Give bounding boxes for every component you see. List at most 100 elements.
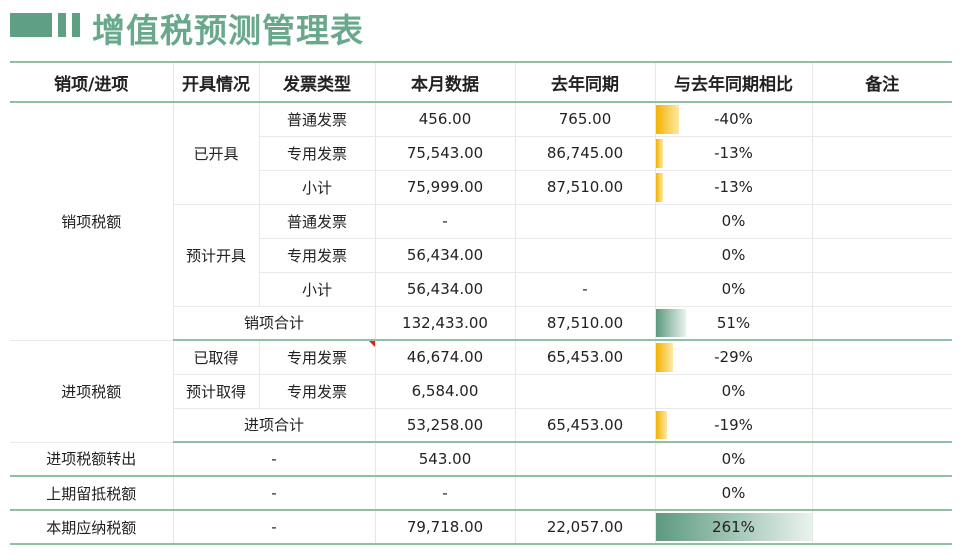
invoice-type: 小计 [258,272,375,307]
remark-cell [811,170,952,205]
ratio-data-bar [656,172,664,202]
current-month-value: 75,999.00 [374,170,515,205]
page-title: 增值税预测管理表 [92,11,364,50]
ratio-cell: -13% [654,170,812,205]
merged-placeholder: - [172,442,375,477]
remark-cell [811,102,952,137]
last-year-value [514,476,655,511]
remark-cell [811,408,952,443]
last-year-value: 65,453.00 [514,340,655,375]
ratio-cell: 0% [654,374,812,409]
ratio-cell: -13% [654,136,812,171]
table-row: 销项税额 已开具 普通发票 456.00 765.00 -40% [10,102,952,341]
title-decoration-block [10,13,52,37]
ratio-data-bar [656,138,664,168]
ratio-text: -13% [714,178,753,196]
ratio-text: 0% [721,212,746,230]
ratio-text: 0% [721,450,746,468]
vat-forecast-table: 销项/进项 开具情况 发票类型 本月数据 去年同期 与去年同期相比 备注 销项税… [10,61,952,545]
ratio-data-bar [656,410,667,439]
table-row: 进项税额 已取得 专用发票 46,674.00 65,453.00 -29% [10,340,952,443]
title-bar: 增值税预测管理表 [0,0,975,58]
merged-placeholder: - [172,510,375,545]
current-month-value: 75,543.00 [374,136,515,171]
last-year-value: 87,510.00 [514,306,655,341]
ratio-cell: 0% [654,238,812,273]
table-row: 小计 56,434.00 - 0% [10,272,952,307]
header-cell: 备注 [811,61,952,103]
remark-cell [811,272,952,307]
ratio-cell: 0% [654,272,812,307]
status-acquired: 已取得 [172,340,259,375]
current-month-value: 79,718.00 [374,510,515,545]
last-year-value: 22,057.00 [514,510,655,545]
table-row-total: 本期应纳税额 - 79,718.00 22,057.00 261% [10,510,952,545]
header-cell: 发票类型 [258,61,375,103]
current-month-value: 6,584.00 [374,374,515,409]
status-issued: 已开具 [172,102,259,205]
last-year-value: 86,745.00 [514,136,655,171]
last-year-value [514,442,655,477]
remark-cell [811,204,952,239]
table-row: 专用发票 75,543.00 86,745.00 -13% [10,136,952,171]
ratio-cell: 0% [654,204,812,239]
invoice-type: 普通发票 [258,102,375,137]
ratio-text: 0% [721,484,746,502]
ratio-text: 261% [712,518,755,536]
remark-cell [811,374,952,409]
remark-cell [811,442,952,477]
table-row: 专用发票 56,434.00 0% [10,238,952,273]
ratio-cell: 0% [654,476,812,511]
row-label: 本期应纳税额 [10,510,173,545]
ratio-text: 51% [716,313,751,332]
invoice-type: 专用发票 [258,340,375,375]
remark-cell [811,510,952,545]
remark-cell [811,476,952,511]
remark-cell [811,340,952,375]
invoice-type: 普通发票 [258,204,375,239]
table-row: 进项税额转出 - 543.00 0% [10,442,952,477]
invoice-type-text: 专用发票 [286,348,347,367]
ratio-text: 0% [721,280,746,298]
current-month-value: 56,434.00 [374,238,515,273]
last-year-value [514,238,655,273]
group-label-output: 销项税额 [10,102,173,341]
header-cell: 开具情况 [172,61,259,103]
current-month-value: 132,433.00 [374,306,515,341]
last-year-value [514,374,655,409]
ratio-data-bar [656,308,686,337]
current-month-value: - [374,204,515,239]
header-cell: 本月数据 [374,61,515,103]
last-year-value [514,204,655,239]
table-row: 预计取得 专用发票 6,584.00 0% [10,374,952,409]
current-month-value: 543.00 [374,442,515,477]
ratio-data-bar [656,513,812,541]
row-label: 上期留抵税额 [10,476,173,511]
ratio-cell: -40% [654,102,812,137]
header-row: 销项/进项 开具情况 发票类型 本月数据 去年同期 与去年同期相比 备注 [10,61,952,103]
header-cell: 与去年同期相比 [654,61,812,103]
ratio-text: -13% [714,144,753,162]
header-cell: 去年同期 [514,61,655,103]
ratio-cell: 261% [654,510,812,545]
last-year-value: 765.00 [514,102,655,137]
subtotal-label: 销项合计 [172,306,375,341]
merged-placeholder: - [172,476,375,511]
subtotal-label: 进项合计 [172,408,375,443]
header-cell: 销项/进项 [10,61,173,103]
status-estimated-acquire: 预计取得 [172,374,259,409]
ratio-cell: 51% [654,306,812,341]
current-month-value: 456.00 [374,102,515,137]
title-decoration-stripe [72,13,80,37]
invoice-type: 专用发票 [258,374,375,409]
remark-cell [811,136,952,171]
ratio-text: 0% [721,382,746,400]
invoice-type: 专用发票 [258,238,375,273]
ratio-data-bar [656,343,673,372]
current-month-value: 56,434.00 [374,272,515,307]
ratio-text: -40% [714,110,753,129]
invoice-type: 小计 [258,170,375,205]
ratio-text: 0% [721,246,746,264]
status-estimated-issue: 预计开具 [172,204,259,307]
last-year-value: 87,510.00 [514,170,655,205]
